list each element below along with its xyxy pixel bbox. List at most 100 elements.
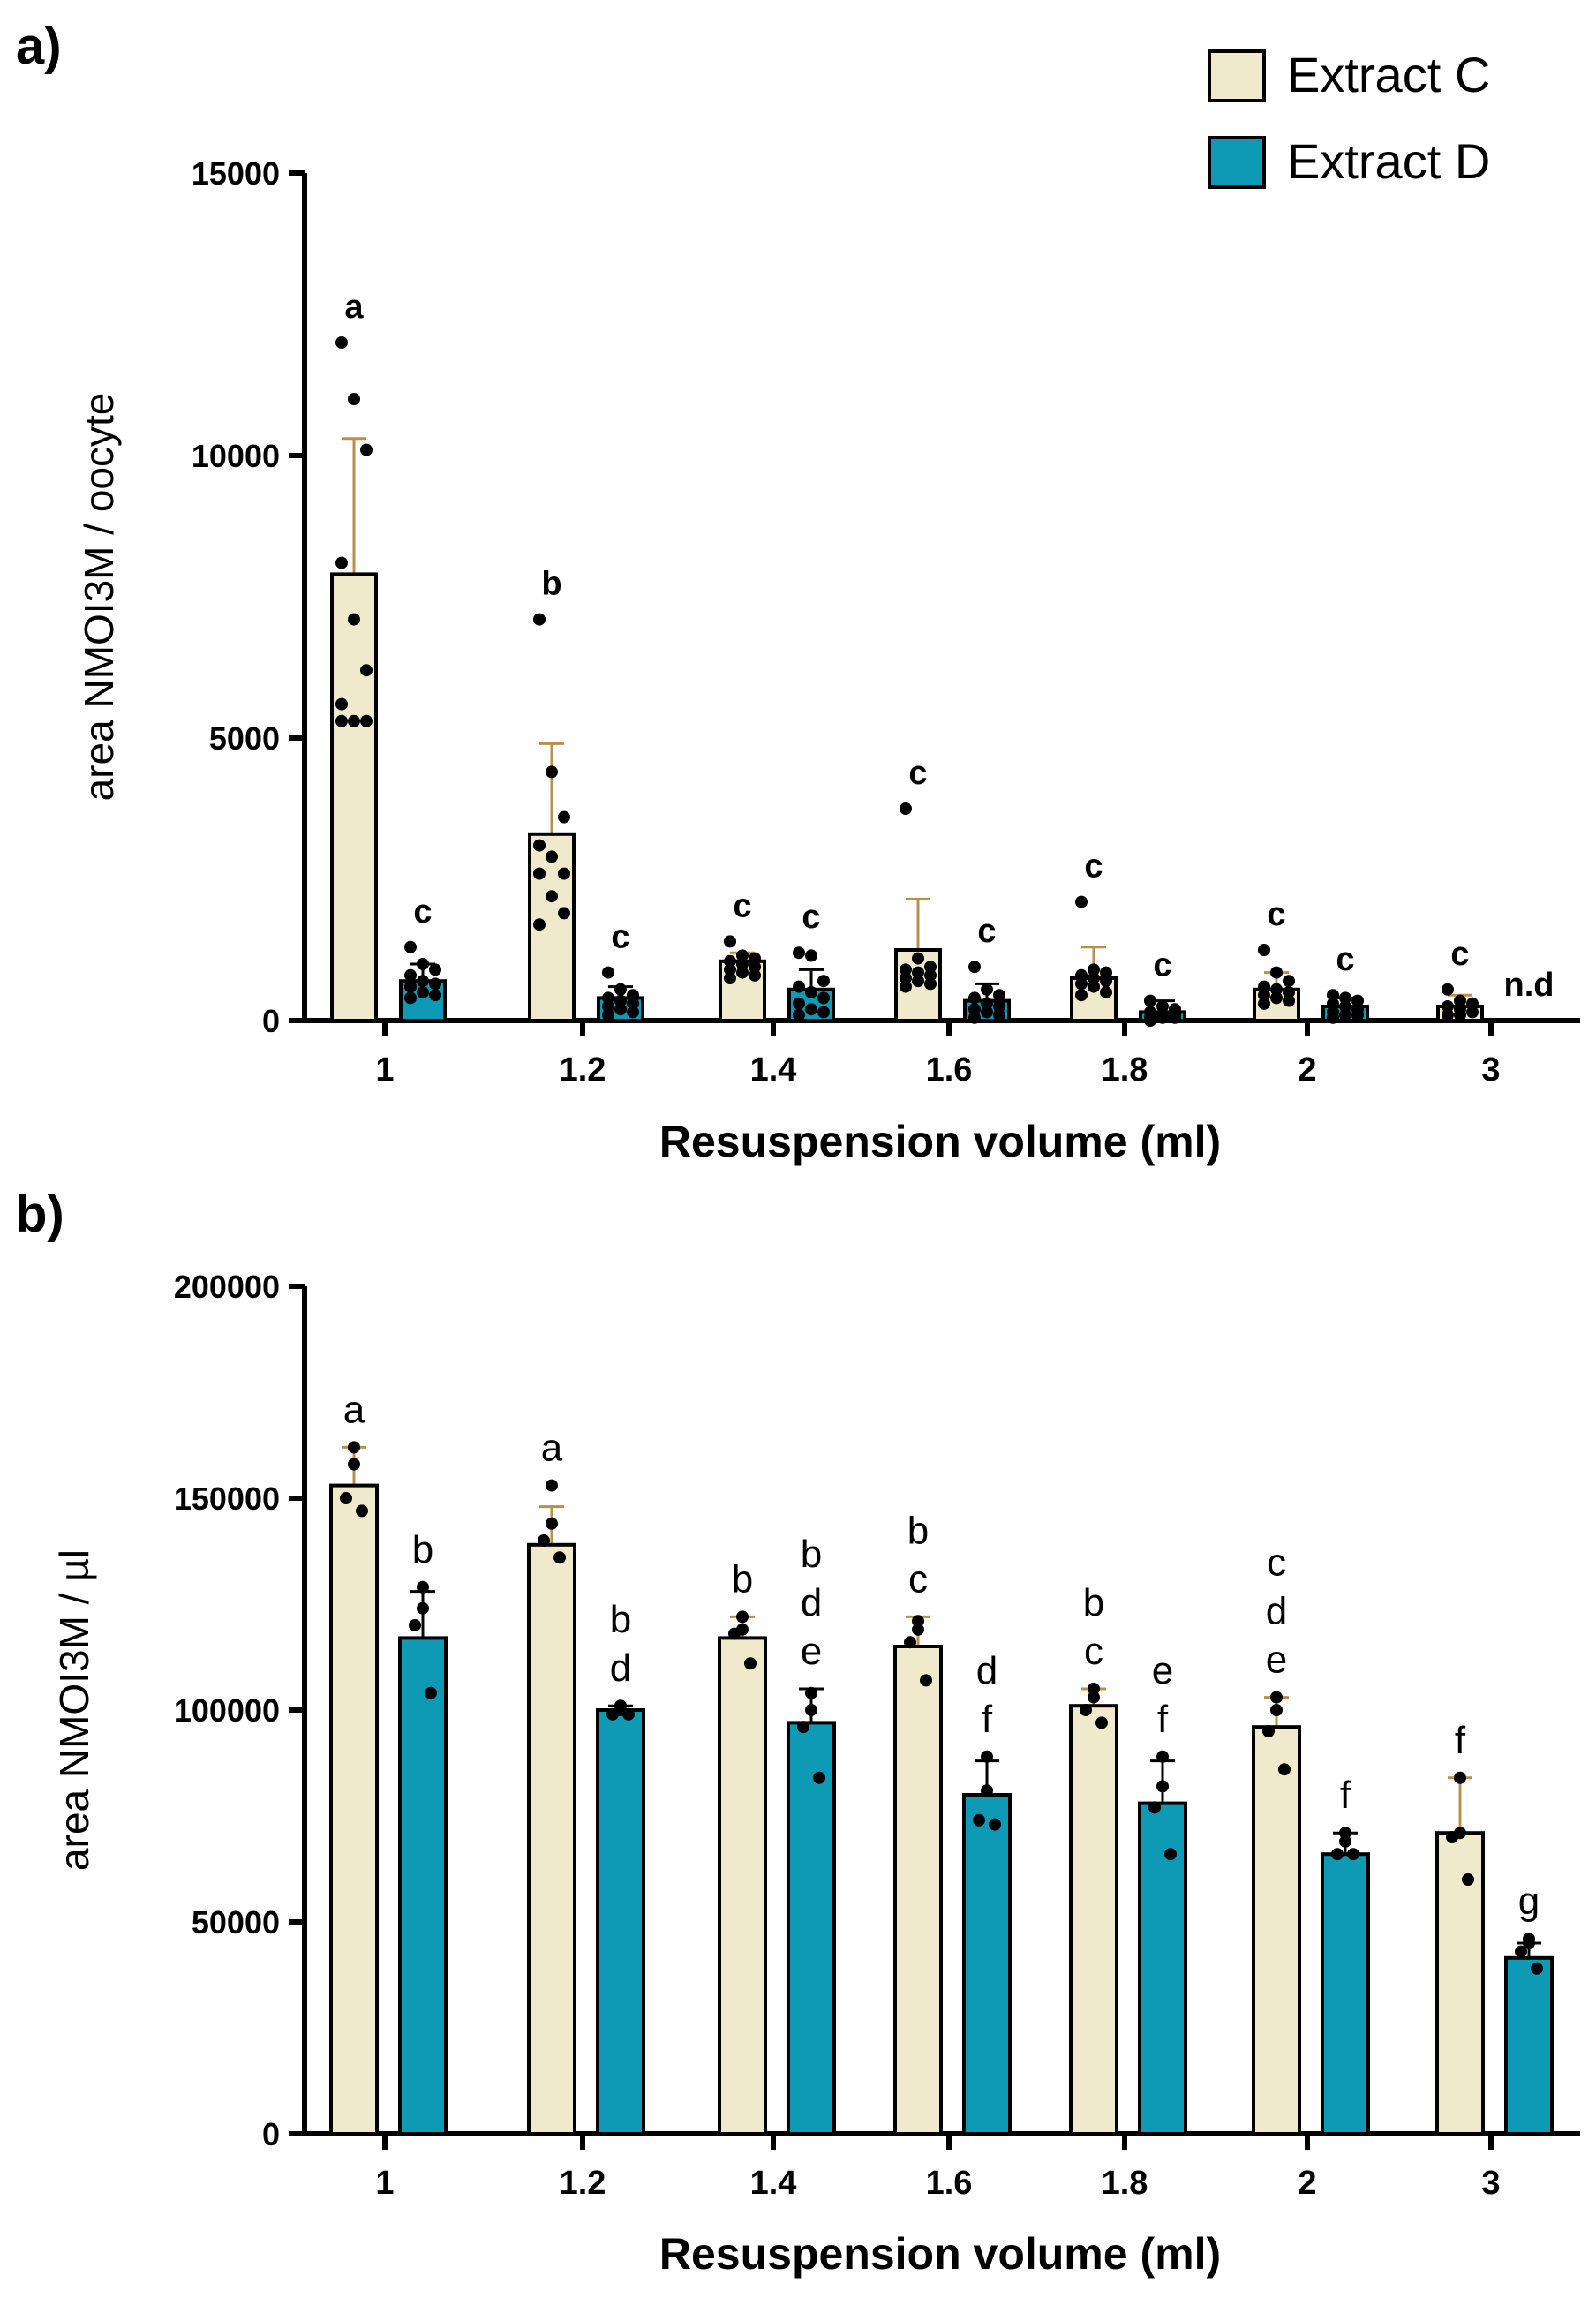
data-point (924, 961, 937, 974)
data-point (602, 991, 614, 1005)
data-point (546, 765, 558, 779)
data-point (356, 1504, 368, 1518)
x-tick-label: 2 (1298, 1051, 1316, 1089)
bar-extract-d (1138, 1801, 1187, 2136)
data-point (533, 867, 546, 880)
legend-swatch-extract-c (1208, 49, 1266, 102)
significance-letter: f (1340, 1774, 1351, 1817)
data-point (1515, 1945, 1527, 1958)
data-point (1278, 1763, 1291, 1776)
legend-label: Extract C (1287, 47, 1490, 102)
data-point (900, 802, 912, 815)
data-point (736, 1610, 749, 1624)
y-tick-label: 150000 (174, 1481, 280, 1517)
panel-label: b) (16, 1186, 64, 1243)
data-point (912, 1623, 924, 1636)
data-point (614, 1003, 627, 1016)
data-point (1339, 1008, 1351, 1021)
x-tick-label: 2 (1298, 2165, 1316, 2202)
data-point (1347, 1848, 1359, 1861)
data-point (614, 994, 627, 1007)
data-point (1258, 980, 1270, 993)
panel-a: a) 0 5000 10000 15000 area NMOI3M / oocyte 1 1.… (16, 18, 1580, 1166)
data-point (993, 1000, 1005, 1013)
data-point (1442, 1008, 1454, 1021)
x-tick-label: 1.6 (926, 1051, 973, 1089)
data-point (1100, 986, 1112, 998)
significance-letter: c (1450, 936, 1469, 973)
data-point (360, 664, 373, 677)
data-point (1075, 989, 1088, 1002)
bar-extract-d (596, 1708, 645, 2136)
data-point (360, 443, 373, 456)
data-point (429, 963, 441, 976)
significance-letter: e (801, 1630, 822, 1673)
y-tick-label: 15000 (192, 155, 280, 192)
data-point (538, 1534, 550, 1547)
data-point (793, 946, 805, 960)
y-axis-title: area NMOI3M / oocyte (76, 393, 122, 802)
panel-b: b) 0 50000 100000 150000 200000 area NMOI3M / … (16, 1186, 1580, 2279)
data-point (924, 968, 937, 982)
significance-letter: f (1455, 1719, 1466, 1762)
data-point (1351, 994, 1364, 1007)
y-tick-label: 0 (262, 2116, 280, 2152)
significance-letter: c (413, 893, 432, 931)
data-point (1075, 977, 1088, 991)
x-tick-label: 1 (375, 2165, 394, 2202)
significance-letter: c (977, 913, 996, 950)
data-point (1531, 1962, 1543, 1975)
data-point (981, 1784, 993, 1797)
data-point (900, 980, 912, 993)
data-point (1351, 1008, 1364, 1021)
data-point (606, 1707, 619, 1721)
data-point (900, 963, 912, 976)
data-point (805, 986, 817, 998)
data-point (533, 839, 546, 852)
bar-extract-c (330, 572, 378, 1023)
legend: Extract C Extract D (1208, 47, 1490, 189)
data-point (546, 850, 558, 863)
data-point (348, 1441, 360, 1454)
data-point (1148, 1801, 1161, 1814)
data-point (1446, 1831, 1458, 1843)
data-point (1283, 986, 1295, 998)
data-point (797, 1721, 809, 1734)
data-point (749, 961, 761, 974)
significance-letter: g (1518, 1880, 1540, 1923)
data-point (627, 1006, 639, 1019)
data-point (744, 1657, 757, 1670)
data-point (1258, 997, 1270, 1010)
significance-letter: d (976, 1649, 998, 1692)
bar-extract-c (1435, 1831, 1485, 2136)
data-point (1095, 1716, 1108, 1729)
data-point (981, 997, 993, 1010)
data-point (348, 1458, 360, 1471)
data-point (1442, 983, 1454, 996)
data-point (335, 714, 348, 727)
data-point (793, 997, 805, 1010)
data-point (404, 968, 417, 982)
x-tick-label: 1.4 (750, 2165, 797, 2202)
significance-letter: c (611, 919, 629, 956)
data-point (793, 1008, 805, 1021)
bar-extract-c (1252, 1725, 1301, 2136)
x-axis-title: Resuspension volume (ml) (659, 1117, 1221, 1166)
data-point (813, 1771, 825, 1784)
data-point (404, 991, 417, 1005)
data-point (973, 1813, 985, 1827)
x-tick-label: 1.8 (1102, 1051, 1148, 1089)
data-point (1088, 972, 1100, 984)
data-point (1339, 1000, 1351, 1013)
y-axis-title: area NMOI3M / µl (51, 1549, 97, 1871)
data-point (793, 980, 805, 993)
data-point (1523, 1937, 1535, 1949)
data-point (817, 991, 830, 1005)
significance-letter: b (610, 1598, 631, 1641)
data-point (1454, 1771, 1466, 1784)
data-point (1156, 1000, 1169, 1013)
data-point (1327, 1011, 1339, 1024)
data-point (627, 997, 639, 1010)
data-point (912, 952, 924, 965)
